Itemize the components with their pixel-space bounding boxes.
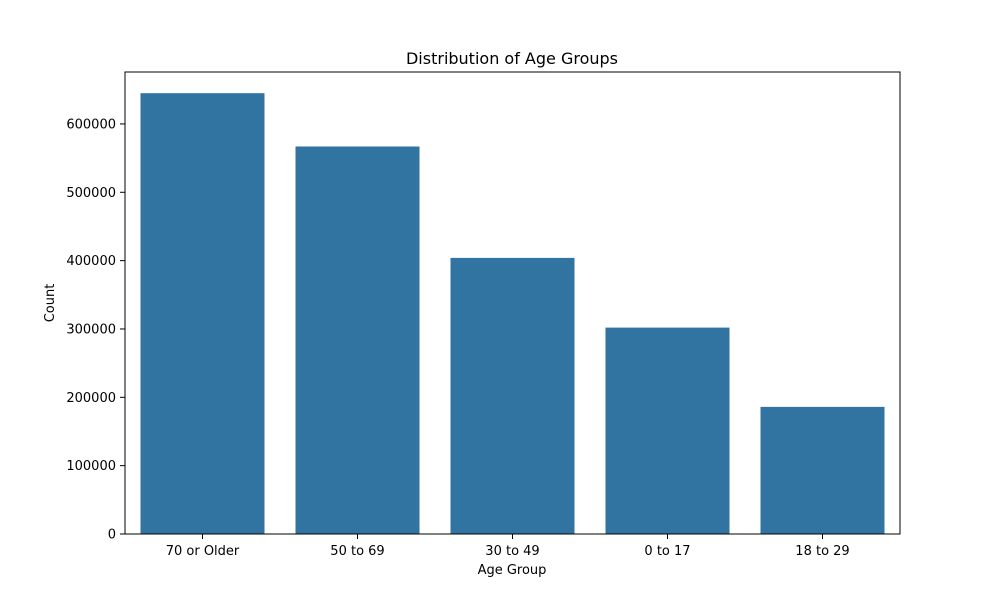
x-axis: 70 or Older 50 to 69 30 to 49 0 to 17 18 to … xyxy=(166,534,850,559)
plot-frame xyxy=(124,71,901,535)
bar-4 xyxy=(605,327,730,534)
x-tick-label: 70 or Older xyxy=(166,544,240,559)
y-tick-label: 600000 xyxy=(66,117,116,132)
y-axis-label: Count xyxy=(43,284,58,323)
x-tick-label: 30 to 49 xyxy=(485,544,539,559)
x-axis-label: Age Group xyxy=(478,563,547,578)
y-tick-label: 200000 xyxy=(66,391,116,406)
bars-layer xyxy=(140,93,885,534)
x-tick-label: 18 to 29 xyxy=(795,544,849,559)
y-axis: 0 100000 200000 300000 400000 500000 600000 xyxy=(66,117,125,543)
y-tick-label: 300000 xyxy=(66,322,116,337)
y-tick-label: 100000 xyxy=(66,459,116,474)
x-tick-label: 50 to 69 xyxy=(330,544,384,559)
bar-5 xyxy=(760,406,885,534)
y-tick-label: 400000 xyxy=(66,254,116,269)
x-tick-label: 0 to 17 xyxy=(644,544,690,559)
y-tick-label: 500000 xyxy=(66,186,116,201)
bar-1 xyxy=(140,93,265,534)
y-tick-label: 0 xyxy=(108,528,116,543)
bar-2 xyxy=(295,146,420,534)
chart-title: Distribution of Age Groups xyxy=(406,49,618,68)
bar-3 xyxy=(450,257,575,534)
